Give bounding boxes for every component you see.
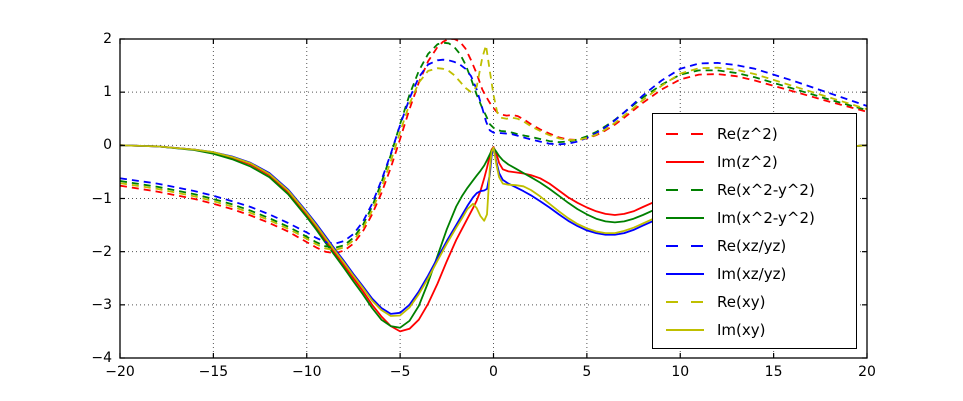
y-tick-label: 1 [103, 84, 112, 100]
x-tick-label: 10 [671, 364, 690, 380]
legend-line-sample-icon [666, 301, 704, 303]
x-tick-label: −15 [198, 364, 229, 380]
legend-label: Im(xy) [717, 321, 766, 339]
y-tick-label: −4 [91, 350, 112, 366]
y-tick-label: −3 [91, 297, 112, 313]
x-tick-label: 5 [582, 364, 592, 380]
curve-re-xz-yz- [120, 58, 867, 245]
x-tick-label: −5 [389, 364, 411, 380]
legend-line-sample-icon [666, 273, 704, 275]
legend-label: Im(xz/yz) [717, 265, 787, 283]
y-tick-label: 2 [103, 31, 112, 47]
y-tick-label: 0 [103, 137, 112, 153]
x-tick-label: 20 [858, 364, 876, 380]
y-tick-label: −2 [91, 244, 112, 260]
legend-item: Im(xy) [653, 316, 856, 344]
y-tick-label: −1 [91, 191, 112, 207]
curve-re-z-2- [120, 39, 867, 255]
legend-item: Re(x^2-y^2) [653, 176, 856, 204]
curve-re-xy- [120, 44, 867, 252]
legend-line-sample-icon [666, 133, 704, 135]
legend: Re(z^2) Im(z^2) Re(x^2-y^2) Im(x^2-y^2) … [652, 113, 857, 349]
x-tick-label: 15 [764, 364, 783, 380]
legend-line-sample-icon [666, 161, 704, 163]
legend-line-sample-icon [666, 217, 704, 219]
legend-line-sample-icon [666, 189, 704, 191]
legend-item: Re(xz/yz) [653, 232, 856, 260]
tick-marks [119, 38, 868, 359]
legend-line-sample-icon [666, 329, 704, 331]
legend-label: Re(z^2) [717, 125, 778, 143]
legend-item: Im(xz/yz) [653, 260, 856, 288]
legend-line-sample-icon [666, 245, 704, 247]
legend-item: Im(x^2-y^2) [653, 204, 856, 232]
data-curves [120, 39, 867, 333]
legend-item: Re(z^2) [653, 120, 856, 148]
legend-label: Im(x^2-y^2) [717, 209, 815, 227]
x-tick-label: −20 [105, 364, 135, 380]
legend-item: Im(z^2) [653, 148, 856, 176]
curve-im-xy- [120, 144, 867, 317]
legend-label: Re(x^2-y^2) [717, 181, 815, 199]
legend-label: Re(xy) [717, 293, 766, 311]
x-tick-label: 0 [489, 364, 498, 380]
legend-label: Re(xz/yz) [717, 237, 787, 255]
curve-im-x-2-y-2- [120, 144, 867, 329]
x-tick-label: −10 [292, 364, 322, 380]
legend-label: Im(z^2) [717, 153, 778, 171]
curve-im-xz-yz- [120, 144, 867, 315]
legend-item: Re(xy) [653, 288, 856, 316]
